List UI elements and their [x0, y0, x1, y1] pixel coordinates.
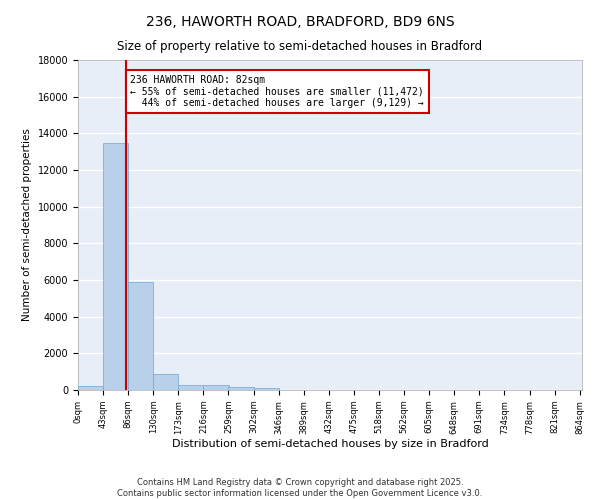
X-axis label: Distribution of semi-detached houses by size in Bradford: Distribution of semi-detached houses by … — [172, 440, 488, 450]
Bar — [254, 388, 278, 390]
Y-axis label: Number of semi-detached properties: Number of semi-detached properties — [22, 128, 32, 322]
Bar — [128, 282, 153, 390]
Bar — [178, 384, 203, 390]
Bar — [78, 386, 103, 390]
Text: 236 HAWORTH ROAD: 82sqm
← 55% of semi-detached houses are smaller (11,472)
  44%: 236 HAWORTH ROAD: 82sqm ← 55% of semi-de… — [131, 74, 424, 108]
Text: Size of property relative to semi-detached houses in Bradford: Size of property relative to semi-detach… — [118, 40, 482, 53]
Bar — [229, 387, 254, 390]
Bar — [153, 374, 178, 390]
Text: Contains HM Land Registry data © Crown copyright and database right 2025.
Contai: Contains HM Land Registry data © Crown c… — [118, 478, 482, 498]
Bar — [203, 386, 229, 390]
Bar — [103, 142, 128, 390]
Text: 236, HAWORTH ROAD, BRADFORD, BD9 6NS: 236, HAWORTH ROAD, BRADFORD, BD9 6NS — [146, 15, 454, 29]
